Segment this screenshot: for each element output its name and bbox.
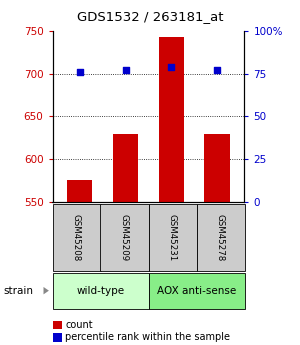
Bar [113,134,138,202]
Text: strain: strain [3,286,33,296]
Text: percentile rank within the sample: percentile rank within the sample [65,333,230,342]
Text: count: count [65,320,93,330]
Text: GSM45208: GSM45208 [72,214,81,261]
Bar [68,180,92,202]
Point [215,68,220,73]
Point [77,69,82,75]
Text: GSM45231: GSM45231 [168,214,177,261]
Polygon shape [44,287,49,294]
Text: AOX anti-sense: AOX anti-sense [157,286,236,296]
Text: GSM45209: GSM45209 [120,214,129,261]
Point [123,68,128,73]
Bar [205,134,230,202]
Text: wild-type: wild-type [76,286,124,296]
Text: GDS1532 / 263181_at: GDS1532 / 263181_at [77,10,223,23]
Point [169,64,174,70]
Bar [159,37,184,202]
Text: GSM45278: GSM45278 [216,214,225,261]
